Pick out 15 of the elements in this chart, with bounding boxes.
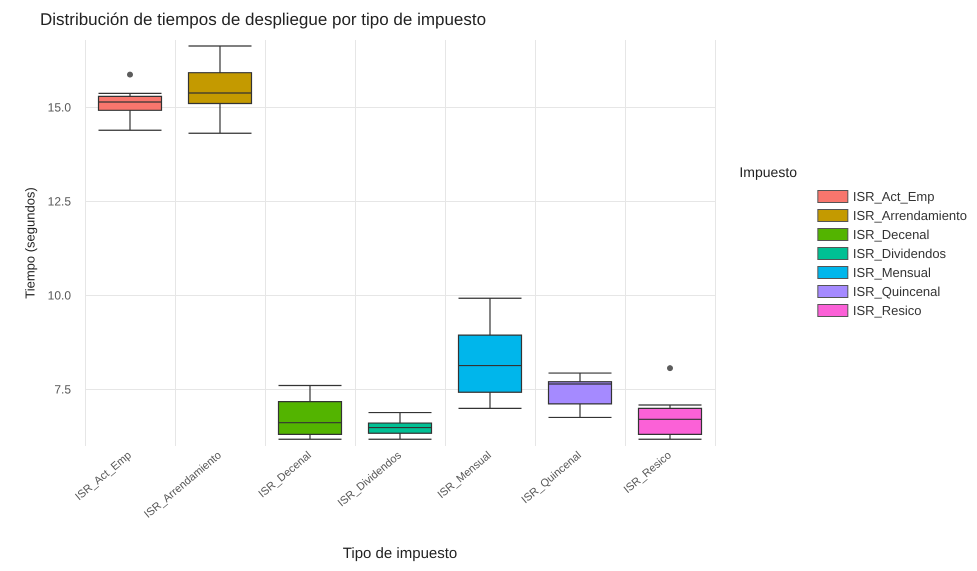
legend-label: ISR_Quincenal — [852, 284, 940, 299]
legend-label: ISR_Mensual — [852, 265, 931, 280]
x-axis-title: Tipo de impuesto — [342, 545, 458, 562]
y-tick-label: 10.0 — [48, 288, 72, 303]
legend-title: Impuesto — [739, 164, 798, 180]
y-axis-title: Tiempo (segundos) — [22, 187, 38, 299]
y-tick-label: 7.5 — [54, 382, 72, 397]
y-tick-label: 15.0 — [48, 100, 72, 115]
legend-label: ISR_Dividendos — [852, 246, 947, 261]
y-tick-label: 12.5 — [48, 194, 72, 209]
legend-label: ISR_Act_Emp — [852, 189, 934, 204]
chart-title: Distribución de tiempos de despliegue por tipo de impuesto — [40, 10, 486, 29]
legend-label: ISR_Arrendamiento — [852, 208, 968, 223]
legend-label: ISR_Resico — [852, 303, 922, 318]
legend-label: ISR_Decenal — [852, 227, 930, 242]
